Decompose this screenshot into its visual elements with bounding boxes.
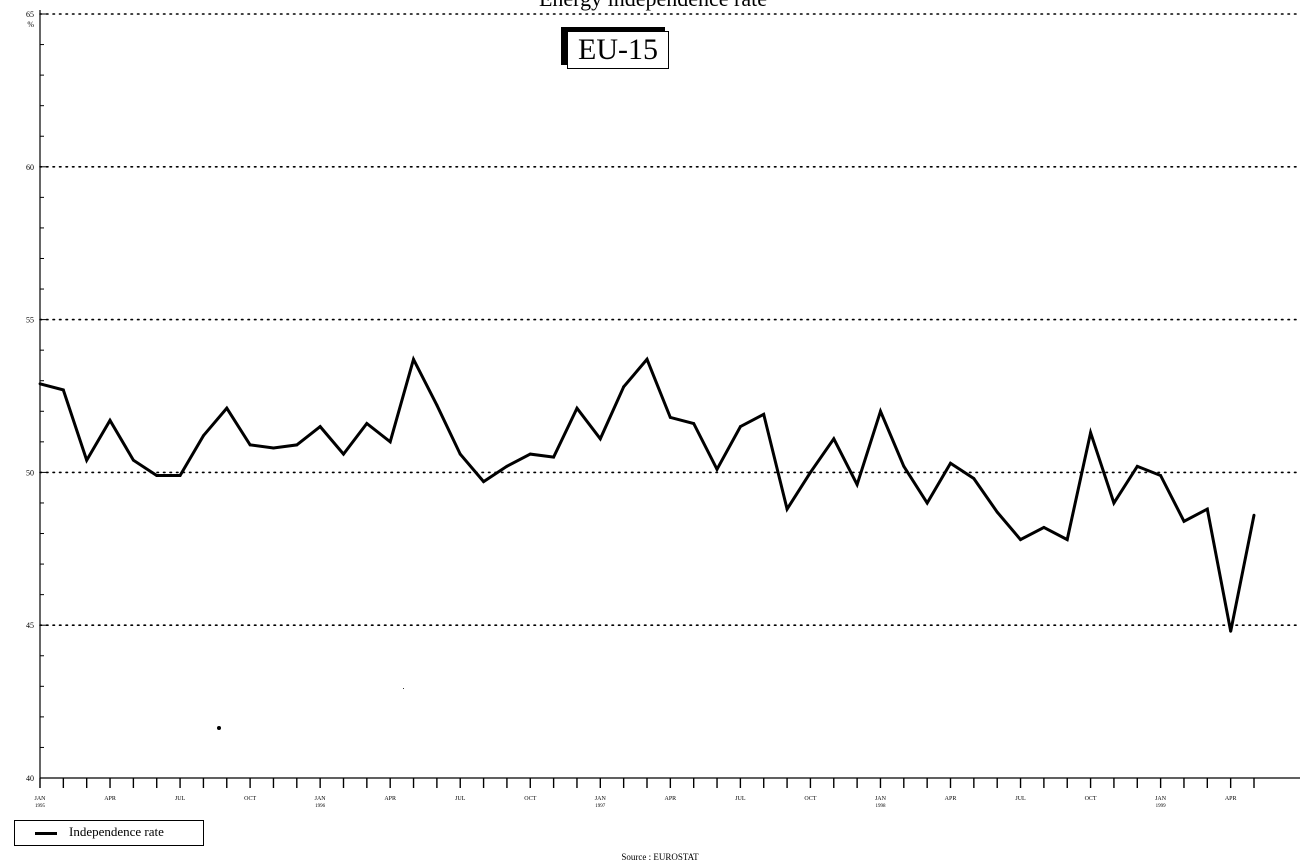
stray-mark	[217, 726, 221, 730]
x-tick-year-label: 1995	[35, 804, 46, 809]
x-tick-year-label: 1996	[315, 804, 326, 809]
legend-swatch	[35, 832, 57, 835]
data-point	[1042, 526, 1046, 529]
data-point	[855, 483, 859, 487]
region-badge-label: EU-15	[567, 31, 669, 69]
data-point	[738, 425, 742, 428]
data-point	[248, 443, 252, 447]
x-tick-label: OCT	[804, 796, 816, 802]
data-point	[38, 382, 42, 386]
source-note: Source : EUROSTAT	[621, 852, 699, 862]
x-tick-year-label: 1999	[1156, 804, 1167, 809]
data-point	[949, 461, 952, 465]
data-point	[879, 409, 882, 413]
data-point	[598, 437, 602, 441]
chart-title: Energy independence rate	[0, 0, 1306, 12]
y-axis-ticks: 40 45 50 55 60 65%	[26, 10, 46, 783]
data-point	[482, 480, 485, 483]
data-point	[1065, 538, 1069, 542]
y-tick-label: 60	[26, 163, 34, 172]
data-point	[131, 458, 135, 462]
data-point	[1135, 464, 1139, 468]
x-tick-label: JAN	[1155, 796, 1167, 802]
data-point	[528, 452, 532, 456]
x-axis-ticks: JAN 1995 APR JUL OCT JAN 1996 APR JUL OCT JAN 1997 A…	[34, 778, 1255, 809]
x-tick-label: JAN	[34, 796, 46, 802]
series-line-independence-rate	[39, 355, 1256, 632]
data-point	[715, 467, 719, 471]
x-tick-label: JAN	[315, 796, 327, 802]
y-tick-label: 50	[26, 468, 34, 477]
data-point	[365, 422, 369, 425]
data-point	[762, 412, 766, 416]
x-tick-label: OCT	[244, 796, 256, 802]
data-point	[785, 507, 789, 511]
data-point	[902, 464, 906, 468]
data-point	[295, 443, 299, 447]
x-tick-label: OCT	[524, 796, 536, 802]
data-point	[1112, 501, 1116, 505]
data-point	[225, 406, 229, 410]
data-point	[1229, 629, 1233, 633]
x-tick-label: OCT	[1085, 796, 1097, 802]
x-tick-label: JUL	[1015, 796, 1026, 802]
grid-lines	[39, 13, 1301, 627]
legend-label: Independence rate	[69, 824, 164, 839]
x-tick-label: APR	[945, 796, 957, 802]
data-point	[552, 455, 556, 459]
data-point	[692, 422, 696, 425]
data-point	[1205, 507, 1209, 511]
axes	[39, 10, 1300, 779]
data-point	[575, 406, 579, 410]
data-point	[622, 385, 626, 389]
x-tick-label: APR	[104, 796, 116, 802]
data-point	[995, 510, 999, 514]
x-tick-label: JAN	[875, 796, 887, 802]
y-tick-label: 55	[26, 316, 34, 325]
data-point	[972, 477, 976, 480]
x-tick-label: APR	[384, 796, 396, 802]
x-tick-label: JUL	[175, 796, 186, 802]
data-point	[412, 357, 415, 361]
data-point	[388, 440, 392, 444]
data-point	[85, 458, 89, 462]
legend: Independence rate	[14, 820, 204, 846]
data-point	[925, 501, 929, 505]
y-unit-label: %	[27, 20, 34, 29]
x-tick-label: JUL	[455, 796, 466, 802]
stray-mark	[403, 688, 404, 689]
y-tick-label: 45	[26, 621, 34, 630]
data-point	[458, 452, 462, 456]
data-point	[1252, 513, 1256, 517]
data-point	[645, 357, 649, 361]
data-point	[832, 437, 836, 441]
data-point	[1182, 519, 1186, 523]
y-tick-label: 65	[26, 10, 34, 19]
data-point	[1089, 431, 1092, 435]
data-point	[178, 474, 182, 477]
data-point	[435, 403, 439, 407]
region-badge: EU-15	[561, 27, 669, 69]
y-tick-label: 40	[26, 774, 34, 783]
x-tick-label: APR	[665, 796, 677, 802]
data-point	[505, 464, 509, 468]
data-point	[272, 446, 275, 450]
data-point	[1159, 474, 1163, 477]
data-point	[155, 474, 159, 477]
data-point	[668, 415, 672, 419]
x-tick-label: JUL	[735, 796, 746, 802]
x-tick-year-label: 1997	[595, 804, 606, 809]
data-point	[61, 388, 65, 392]
data-point	[108, 419, 112, 422]
x-tick-label: APR	[1225, 796, 1237, 802]
data-point	[809, 471, 812, 474]
data-point	[202, 434, 205, 438]
x-tick-label: JAN	[595, 796, 607, 802]
x-tick-year-label: 1998	[875, 804, 886, 809]
data-point	[318, 425, 322, 428]
data-point	[342, 452, 345, 456]
data-point	[1019, 538, 1022, 542]
series-layer	[38, 355, 1256, 633]
